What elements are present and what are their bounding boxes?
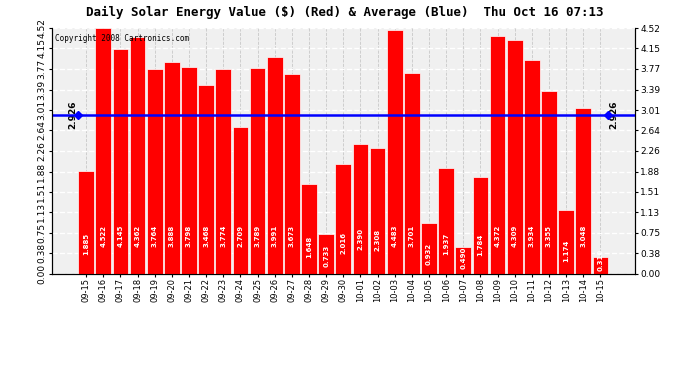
Bar [301, 184, 317, 274]
Bar [455, 247, 471, 274]
Text: 1.937: 1.937 [443, 232, 449, 255]
Bar [318, 234, 334, 274]
Text: 3.673: 3.673 [289, 225, 295, 247]
Bar [284, 74, 299, 274]
Bar [78, 171, 94, 274]
Text: 3.764: 3.764 [152, 224, 158, 247]
Bar [215, 69, 231, 274]
Text: 3.798: 3.798 [186, 224, 192, 247]
Bar [181, 68, 197, 274]
Bar [198, 85, 214, 274]
Text: 1.784: 1.784 [477, 234, 484, 256]
Bar [473, 177, 489, 274]
Bar [147, 69, 163, 274]
Text: 3.991: 3.991 [272, 224, 277, 247]
Text: 3.774: 3.774 [220, 224, 226, 247]
Text: 2.926: 2.926 [609, 100, 618, 129]
Bar [95, 28, 111, 274]
Text: 3.888: 3.888 [169, 224, 175, 247]
Text: 3.468: 3.468 [203, 224, 209, 247]
Bar [370, 148, 386, 274]
Bar [575, 108, 591, 274]
Bar [541, 92, 557, 274]
Text: 2.016: 2.016 [340, 232, 346, 254]
Bar [593, 257, 609, 274]
Bar [130, 37, 146, 274]
Bar [267, 57, 283, 274]
Text: 3.048: 3.048 [580, 224, 586, 247]
Text: 4.522: 4.522 [100, 225, 106, 247]
Text: 4.145: 4.145 [117, 224, 124, 247]
Text: 4.372: 4.372 [495, 224, 500, 247]
Bar [507, 40, 522, 274]
Bar [490, 36, 506, 274]
Text: 0.932: 0.932 [426, 243, 432, 265]
Text: 4.362: 4.362 [135, 225, 141, 247]
Text: 2.926: 2.926 [68, 100, 77, 129]
Bar [524, 60, 540, 274]
Text: 1.885: 1.885 [83, 233, 89, 255]
Text: 3.355: 3.355 [546, 225, 552, 247]
Text: 2.308: 2.308 [375, 229, 381, 251]
Bar [164, 63, 179, 274]
Bar [421, 223, 437, 274]
Bar [250, 68, 266, 274]
Bar [404, 73, 420, 274]
Bar [438, 168, 454, 274]
Text: 1.174: 1.174 [563, 240, 569, 262]
Text: 0.733: 0.733 [323, 244, 329, 267]
Bar [335, 164, 351, 274]
Text: 4.309: 4.309 [512, 224, 518, 247]
Bar [233, 126, 248, 274]
Text: 3.701: 3.701 [409, 224, 415, 247]
Text: 3.934: 3.934 [529, 224, 535, 247]
Text: 2.390: 2.390 [357, 228, 364, 251]
Bar [558, 210, 574, 274]
Text: 4.483: 4.483 [392, 224, 397, 247]
Text: 3.789: 3.789 [255, 224, 261, 247]
Text: Daily Solar Energy Value ($) (Red) & Average (Blue)  Thu Oct 16 07:13: Daily Solar Energy Value ($) (Red) & Ave… [86, 6, 604, 19]
Text: 2.709: 2.709 [237, 225, 244, 247]
Text: 0.490: 0.490 [460, 247, 466, 269]
Bar [112, 48, 128, 274]
Bar [353, 144, 368, 274]
Bar [387, 30, 402, 274]
Text: 1.648: 1.648 [306, 236, 312, 258]
Text: 0.310: 0.310 [598, 249, 604, 271]
Text: Copyright 2008 Cartronics.com: Copyright 2008 Cartronics.com [55, 34, 189, 43]
